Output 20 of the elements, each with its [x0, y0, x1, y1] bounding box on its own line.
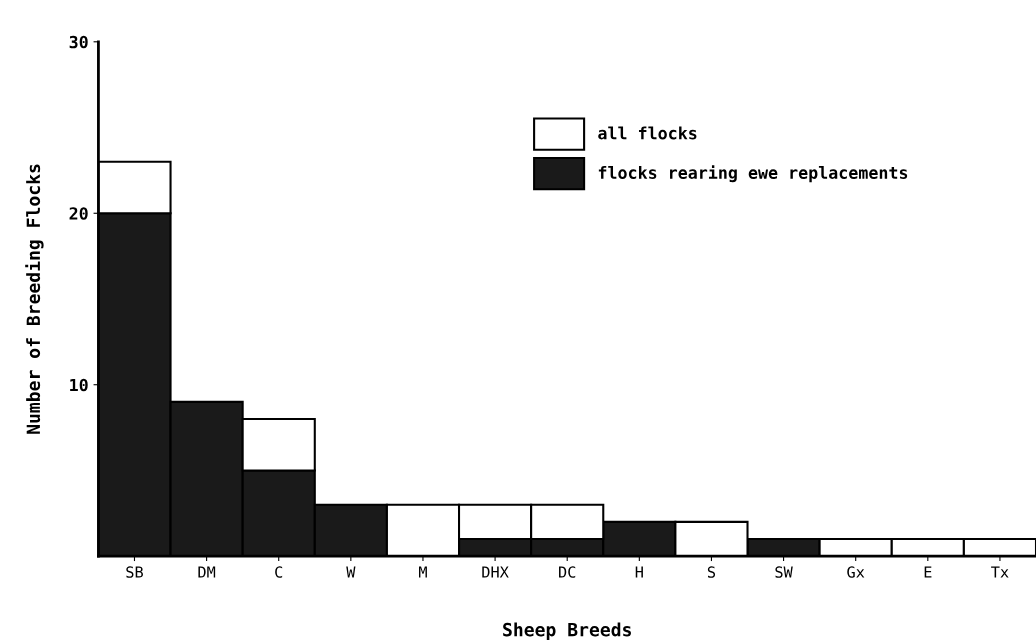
x-tick-label: DHX	[482, 566, 509, 578]
x-axis-title: Sheep Breeds	[503, 622, 631, 640]
x-tick-label: Gx	[847, 566, 865, 578]
y-axis-title: Number of Breeding Flocks	[25, 164, 44, 434]
x-tick-label: Tx	[991, 566, 1009, 578]
x-tick-label: M	[419, 566, 427, 578]
x-tick-label: E	[924, 566, 932, 578]
x-tick-label: DC	[559, 566, 576, 578]
legend-label: all flocks	[598, 126, 697, 140]
y-tick-label: 20	[69, 207, 88, 220]
x-tick-label: DM	[198, 566, 216, 578]
x-tick-label: SB	[126, 566, 143, 578]
x-tick-label: H	[635, 566, 643, 578]
legend-label: flocks rearing ewe replacements	[598, 165, 908, 183]
x-tick-label: W	[346, 566, 356, 578]
y-tick-label: 30	[69, 35, 88, 49]
x-tick-label: C	[275, 566, 283, 578]
y-tick-label: 10	[70, 378, 88, 392]
x-tick-label: SW	[775, 566, 793, 578]
x-tick-label: S	[707, 566, 716, 578]
